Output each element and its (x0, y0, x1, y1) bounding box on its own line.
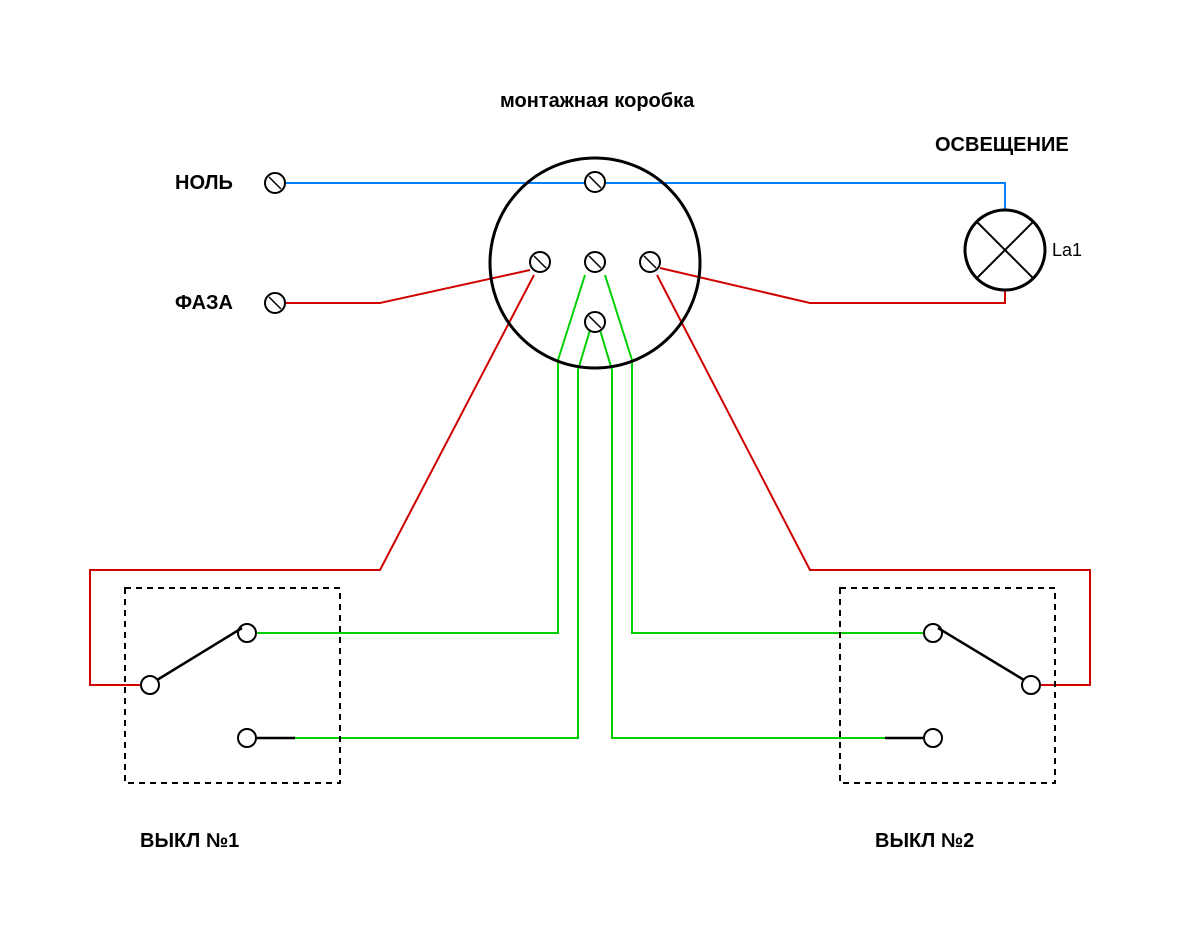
neutral-wire (285, 183, 1005, 210)
traveler-wire (257, 275, 923, 738)
switch-2 (840, 588, 1055, 783)
input-terminals (265, 173, 285, 313)
switch2-label: ВЫКЛ №2 (875, 830, 974, 853)
neutral-label: НОЛЬ (175, 172, 233, 195)
lamp-symbol (965, 210, 1045, 290)
lamp-label: La1 (1052, 240, 1082, 261)
switch-1 (125, 588, 340, 783)
junction-box-label: монтажная коробка (500, 90, 694, 113)
switch1-label: ВЫКЛ №1 (140, 830, 239, 853)
wiring-diagram: монтажная коробка НОЛЬ ФАЗА ОСВЕЩЕНИЕ La… (0, 0, 1190, 941)
phase-label: ФАЗА (175, 292, 233, 315)
lighting-label: ОСВЕЩЕНИЕ (935, 134, 1069, 157)
junction-box (490, 158, 700, 368)
